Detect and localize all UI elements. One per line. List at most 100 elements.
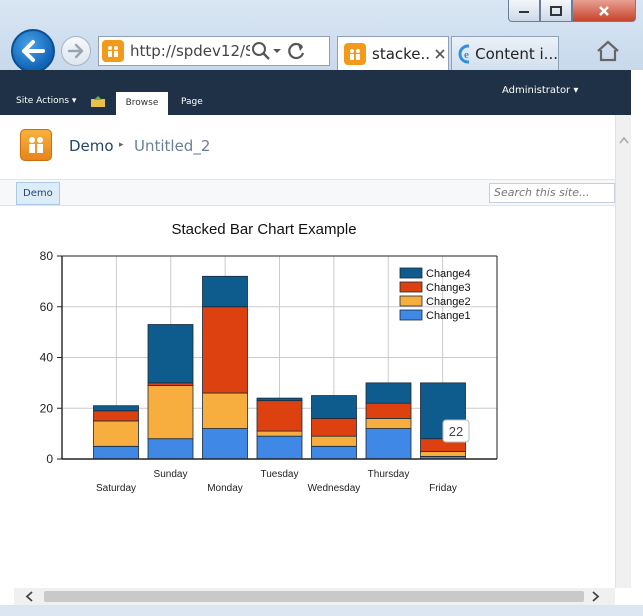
tooltip-value: 22	[449, 424, 463, 439]
legend-swatch	[399, 281, 423, 293]
legend-swatch	[399, 267, 423, 279]
bar-segment	[93, 410, 139, 422]
nav-item-demo[interactable]: Demo	[16, 182, 60, 205]
bar-segment	[256, 400, 303, 432]
home-icon	[597, 40, 619, 62]
close-icon	[599, 5, 609, 16]
bar-segment	[202, 428, 248, 460]
address-text: http://spdev12/Sit	[130, 42, 250, 60]
y-tick-label: 60	[40, 300, 54, 314]
tab-label: stacke...	[372, 44, 430, 63]
horizontal-scrollbar[interactable]	[14, 588, 615, 605]
page-left-margin	[0, 206, 14, 616]
dropdown-icon[interactable]	[272, 47, 282, 55]
scroll-up-icon[interactable]	[616, 133, 632, 149]
forward-arrow-icon	[67, 43, 84, 59]
scroll-right-icon[interactable]	[587, 588, 603, 605]
chart-title: Stacked Bar Chart Example	[171, 221, 356, 238]
bar-segment	[147, 438, 194, 460]
site-actions-menu[interactable]: Site Actions ▾	[16, 96, 77, 106]
site-favicon-icon	[102, 40, 124, 62]
x-category-label: Monday	[207, 483, 243, 494]
search-icon[interactable]	[250, 40, 272, 62]
x-category-label: Wednesday	[308, 483, 361, 494]
breadcrumb-page: Untitled_2	[134, 137, 211, 155]
legend-swatch	[399, 309, 423, 321]
bar-segment	[93, 420, 139, 447]
y-tick-label: 20	[40, 401, 54, 415]
bar-segment	[93, 405, 139, 412]
bar-segment	[311, 395, 357, 419]
legend-label: Change2	[426, 296, 471, 308]
menu-strip	[0, 0, 500, 26]
top-navigation: Demo Search this site...	[0, 179, 615, 206]
scroll-left-icon[interactable]	[22, 588, 38, 605]
bar-segment	[256, 397, 303, 402]
stacked-bar-chart: Stacked Bar Chart Example 0 20 40 60 80 Satur…	[40, 221, 498, 494]
bar-segment	[147, 385, 194, 440]
bar-segment	[311, 417, 357, 437]
bar-segment	[311, 445, 357, 460]
vertical-scrollbar[interactable]	[615, 115, 631, 588]
user-menu[interactable]: Administrator ▾	[502, 85, 579, 96]
bar-segment	[365, 428, 412, 460]
bar-segment	[202, 392, 248, 429]
title-area: Demo ▸ Untitled_2	[0, 115, 631, 179]
bar-segment	[202, 275, 248, 308]
ie-icon: e	[458, 44, 470, 63]
bar-segment	[420, 450, 466, 457]
search-input[interactable]: Search this site...	[489, 183, 615, 203]
legend-swatch	[399, 295, 423, 307]
svg-text:e: e	[464, 49, 469, 61]
navigate-up-icon[interactable]	[90, 96, 106, 108]
breadcrumb-site[interactable]: Demo	[69, 137, 114, 155]
x-category-label: Friday	[429, 483, 457, 494]
bar-segment	[147, 324, 194, 384]
y-tick-label: 40	[40, 351, 54, 365]
browser-chrome: http://spdev12/Sit stacke... e Content i…	[0, 0, 643, 73]
tab-label: Content i...	[475, 44, 558, 63]
site-logo[interactable]	[20, 129, 52, 161]
refresh-icon[interactable]	[286, 40, 308, 62]
maximize-icon	[550, 5, 562, 16]
bar-segment	[365, 417, 412, 429]
tab-browse[interactable]: Browse	[116, 92, 168, 115]
y-tick-label: 0	[46, 452, 53, 466]
tooltip-box	[442, 419, 470, 443]
back-arrow-icon	[22, 40, 45, 62]
plot-area: 0 20 40 60 80 Saturday Sunday Monday Tuesday Wedn…	[40, 249, 498, 494]
legend-label: Change3	[426, 282, 471, 294]
x-category-label: Saturday	[96, 483, 136, 494]
x-category-label: Tuesday	[261, 469, 299, 480]
bar-segment	[365, 382, 412, 404]
tab-favicon-icon	[344, 42, 366, 65]
maximize-button[interactable]	[540, 0, 572, 22]
bar-segment	[311, 435, 357, 447]
legend-label: Change4	[426, 268, 471, 280]
bar-segment	[256, 435, 303, 460]
legend-label: Change1	[426, 310, 471, 322]
close-button[interactable]	[572, 0, 636, 22]
bar-segment	[202, 306, 248, 394]
minimize-button[interactable]	[508, 0, 540, 22]
home-button[interactable]	[593, 36, 623, 66]
tab-close-icon[interactable]	[434, 48, 446, 60]
tab-page[interactable]: Page	[181, 97, 203, 107]
people-icon	[29, 137, 43, 153]
tab-stacked-chart[interactable]: stacke...	[337, 36, 449, 70]
ribbon: Site Actions ▾ Page Administrator ▾	[0, 70, 631, 115]
address-bar[interactable]: http://spdev12/Sit	[98, 36, 330, 66]
minimize-icon	[519, 10, 529, 13]
forward-button[interactable]	[61, 36, 91, 66]
breadcrumb-separator-icon: ▸	[119, 140, 124, 150]
status-bar	[0, 605, 643, 616]
x-category-label: Sunday	[154, 469, 188, 480]
horizontal-scroll-thumb[interactable]	[44, 591, 584, 602]
x-category-label: Thursday	[368, 469, 410, 480]
bar-segment	[93, 445, 139, 460]
y-tick-label: 80	[40, 249, 54, 263]
bar-segment	[365, 402, 412, 419]
bar-segment	[256, 430, 303, 437]
tab-content[interactable]: e Content i...	[451, 36, 559, 70]
back-button[interactable]	[11, 29, 55, 73]
